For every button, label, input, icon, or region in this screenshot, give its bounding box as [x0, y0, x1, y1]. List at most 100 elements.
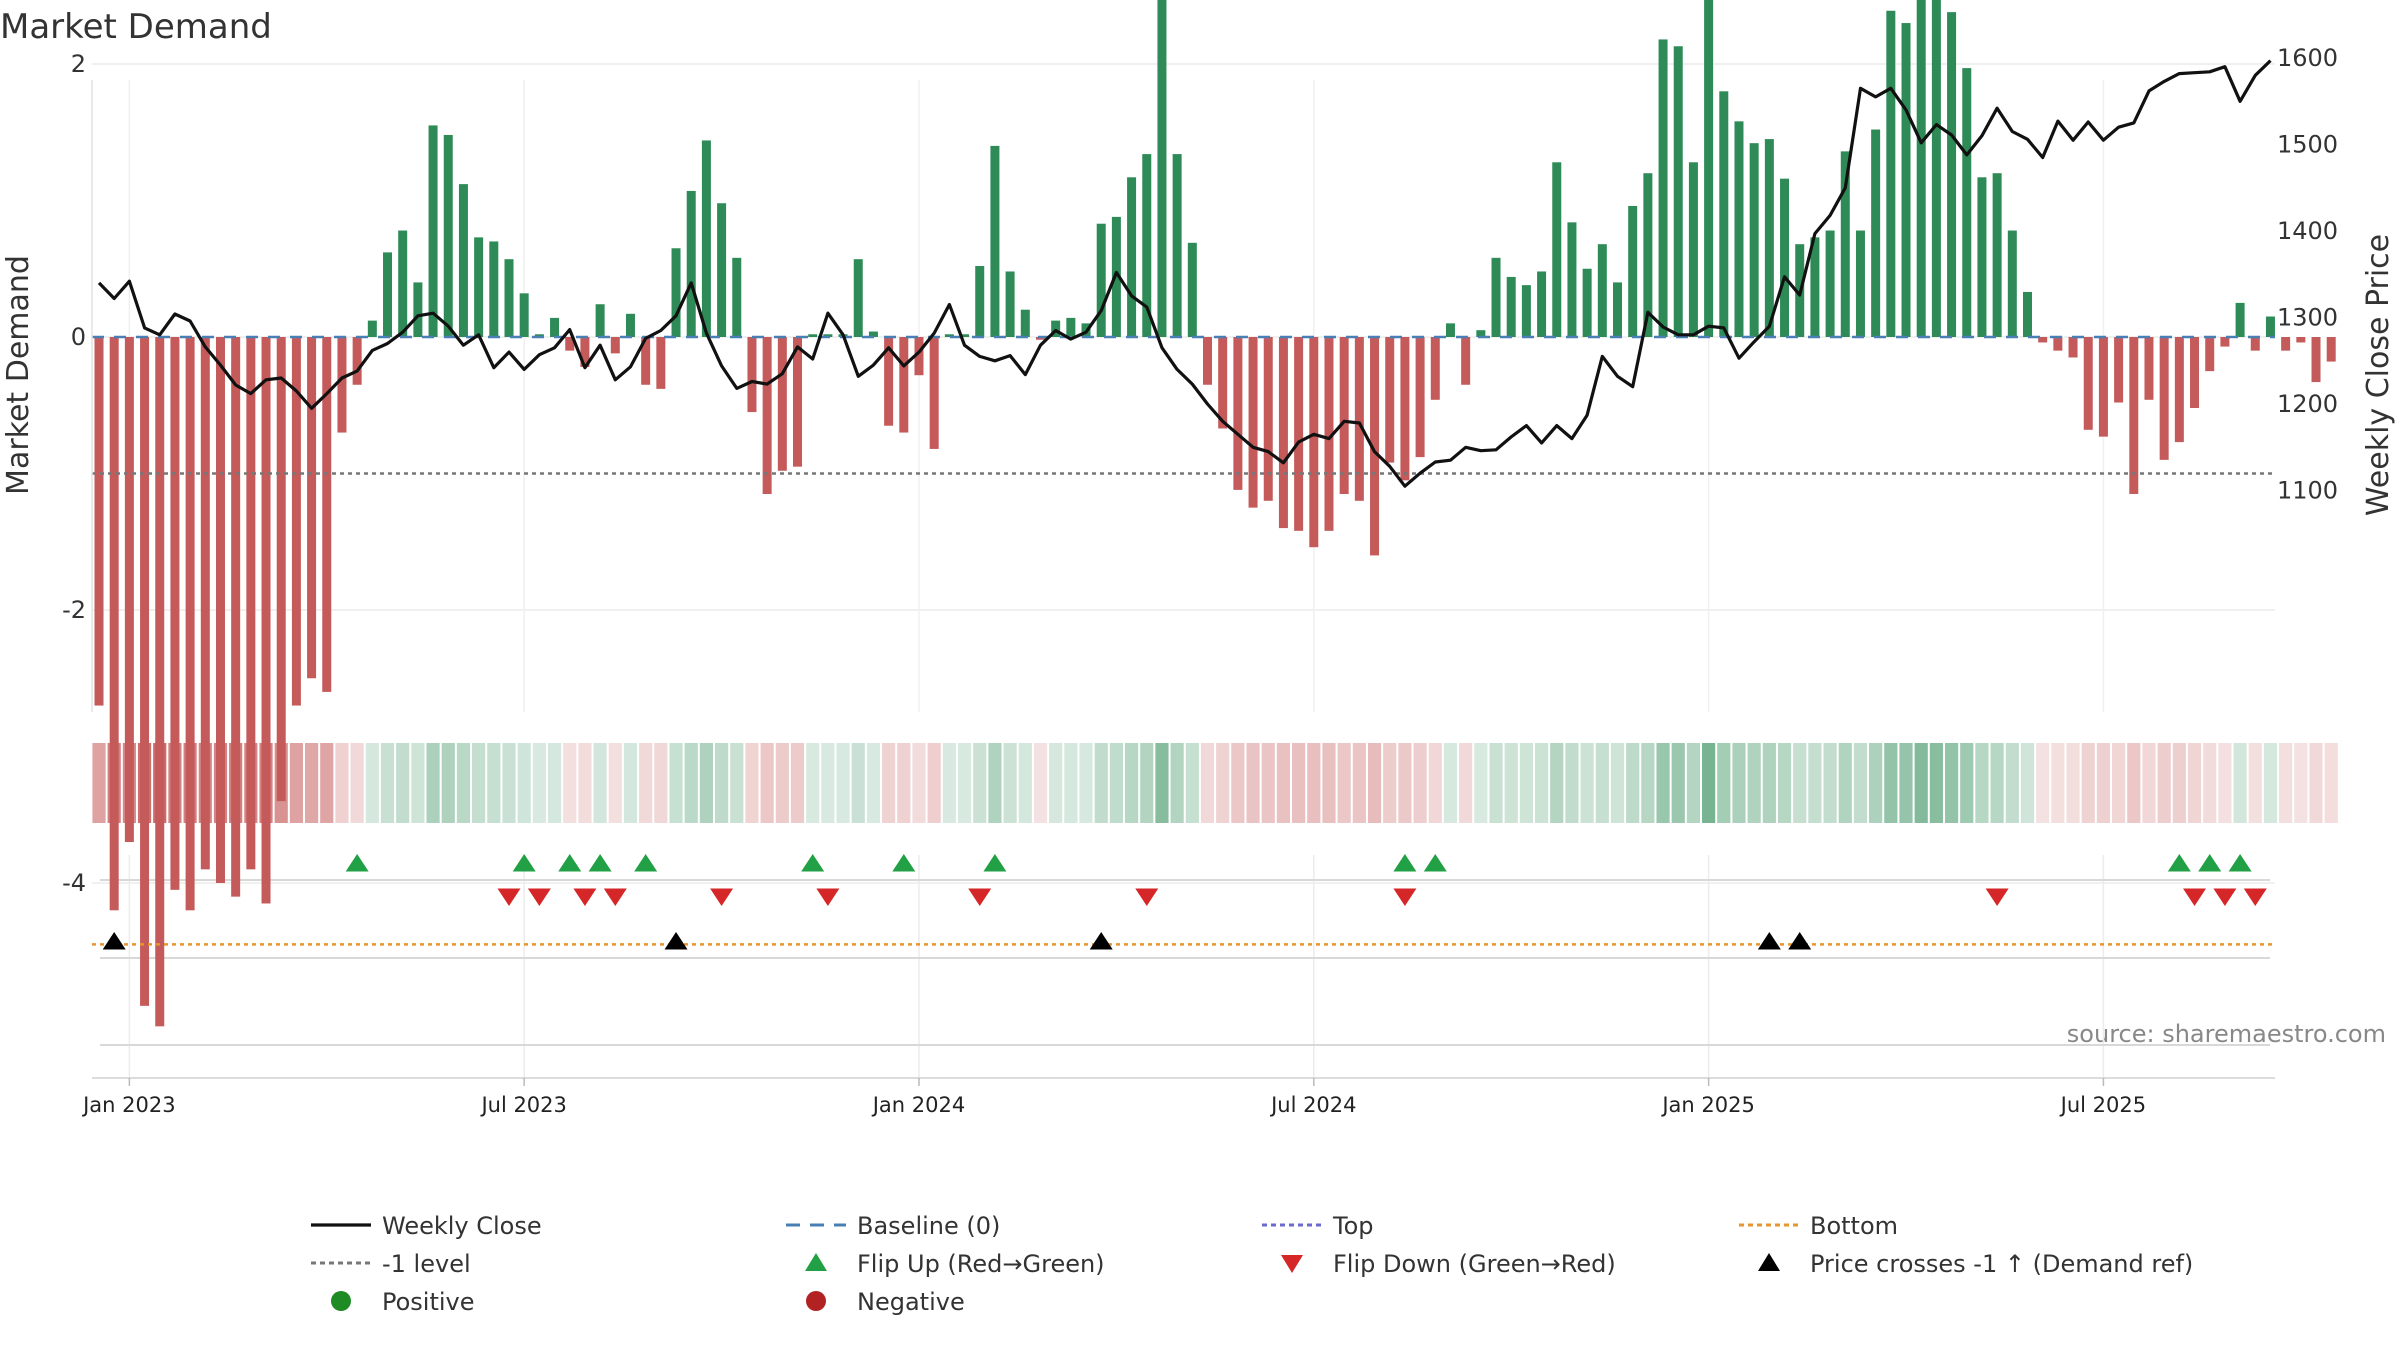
right-tick-label: 1500 — [2277, 131, 2338, 159]
heat-cell — [2112, 743, 2126, 823]
heat-cell — [2096, 743, 2111, 823]
demand-bar — [1127, 177, 1137, 337]
heat-cell — [790, 743, 805, 823]
heat-cell — [806, 743, 820, 823]
left-tick-label: 0 — [71, 323, 86, 351]
demand-bar — [383, 252, 393, 337]
demand-bar — [686, 190, 696, 337]
demand-bar — [2023, 291, 2032, 337]
flip-down-marker — [603, 888, 627, 906]
heat-cell — [411, 743, 425, 823]
demand-bar — [231, 337, 241, 897]
heat-cell — [1550, 743, 1564, 823]
demand-bar — [2114, 337, 2124, 403]
heat-cell — [1808, 743, 1822, 823]
heat-cell — [1292, 743, 1306, 823]
heat-cell — [2263, 743, 2278, 823]
heat-cell — [1246, 743, 1260, 823]
heat-cell — [532, 743, 546, 823]
demand-bar — [1309, 337, 1319, 548]
demand-bar — [625, 313, 635, 337]
heat-cell — [1367, 743, 1382, 823]
left-tick-label: -2 — [62, 596, 86, 624]
heat-cell — [1398, 743, 1412, 823]
x-tick-label: Jan 2024 — [871, 1093, 966, 1117]
heat-cell — [1747, 743, 1761, 823]
heat-cell — [942, 743, 956, 823]
demand-bar — [717, 203, 727, 337]
demand-bar — [2144, 337, 2154, 400]
x-tick-label: Jul 2023 — [479, 1093, 566, 1117]
heat-cell — [1489, 743, 1503, 823]
demand-bar — [1354, 337, 1364, 501]
demand-bar — [276, 337, 286, 802]
demand-bar — [1506, 276, 1516, 337]
heat-cell — [1322, 743, 1336, 823]
demand-bar — [1825, 230, 1835, 337]
legend-label: Flip Up (Red→Green) — [857, 1250, 1105, 1278]
flip-up-marker — [2228, 854, 2252, 872]
heat-cell — [2324, 743, 2338, 823]
heat-cell — [1914, 743, 1928, 823]
heat-cell — [502, 743, 516, 823]
flip-up-marker — [892, 854, 916, 872]
demand-bar — [413, 282, 423, 337]
demand-bar — [732, 257, 742, 337]
legend-flip-up-swatch — [805, 1253, 827, 1271]
heat-cell — [2142, 743, 2156, 823]
heat-cell — [426, 743, 440, 823]
demand-bar — [2159, 337, 2169, 460]
flip-down-marker — [573, 888, 597, 906]
heat-cell — [365, 743, 379, 823]
heat-cell — [866, 743, 881, 823]
demand-bar — [1673, 46, 1683, 337]
demand-bar — [808, 334, 818, 337]
heat-cell — [1702, 743, 1716, 823]
demand-bar — [1324, 337, 1334, 531]
heat-cell — [1231, 743, 1245, 823]
demand-bar — [1947, 12, 1957, 337]
demand-bar — [1278, 337, 1288, 529]
demand-bar — [1248, 337, 1258, 508]
heat-cell — [517, 743, 531, 823]
demand-bar — [671, 248, 681, 337]
flip-up-marker — [2198, 854, 2222, 872]
heat-cell — [1565, 743, 1579, 823]
demand-bar — [929, 337, 939, 449]
heat-cell — [912, 743, 926, 823]
demand-bar — [2326, 337, 2336, 362]
demand-bar — [884, 337, 894, 426]
demand-bar — [367, 320, 377, 337]
flip-up-marker — [512, 854, 536, 872]
demand-bar — [1688, 162, 1698, 337]
heat-cell — [1185, 743, 1199, 823]
demand-bar — [2083, 337, 2093, 430]
flip-down-marker — [527, 888, 551, 906]
heat-cell — [714, 743, 729, 823]
demand-bar — [1719, 91, 1729, 337]
flip-up-marker — [345, 854, 369, 872]
demand-bar — [2296, 337, 2306, 343]
demand-bar — [2038, 337, 2048, 343]
demand-bar — [1931, 0, 1941, 337]
heat-cell — [1671, 743, 1685, 823]
demand-bar — [1613, 282, 1622, 337]
demand-bar — [124, 337, 134, 843]
heat-cell — [1443, 743, 1458, 823]
demand-bar — [1628, 205, 1638, 337]
demand-bar — [990, 145, 1000, 337]
heat-cell — [1595, 743, 1609, 823]
heat-cell — [1823, 743, 1837, 823]
legend-label: Positive — [382, 1288, 475, 1316]
demand-bar — [1810, 237, 1820, 337]
heat-cell — [760, 743, 774, 823]
legend-label: Top — [1332, 1212, 1374, 1240]
demand-bar — [868, 331, 878, 337]
demand-bar — [595, 304, 605, 337]
heat-cell — [1793, 743, 1807, 823]
heat-cell — [2233, 743, 2247, 823]
heat-cell — [1732, 743, 1746, 823]
heat-cell — [2005, 743, 2019, 823]
x-tick-label: Jul 2024 — [1269, 1093, 1356, 1117]
heat-cell — [1519, 743, 1533, 823]
